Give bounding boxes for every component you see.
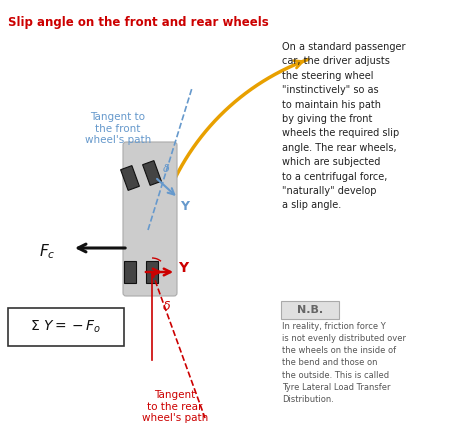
Text: $\Sigma\ Y = -F_o$: $\Sigma\ Y = -F_o$ xyxy=(30,319,101,335)
Text: Tangent to
the front
wheel's path: Tangent to the front wheel's path xyxy=(85,112,151,145)
Polygon shape xyxy=(146,261,158,283)
FancyBboxPatch shape xyxy=(281,301,339,319)
Text: N.B.: N.B. xyxy=(297,305,323,315)
Polygon shape xyxy=(120,166,139,190)
Text: $F_c$: $F_c$ xyxy=(38,243,55,261)
Polygon shape xyxy=(124,261,136,283)
Text: Slip angle on the front and rear wheels: Slip angle on the front and rear wheels xyxy=(8,16,269,29)
Text: $\delta$: $\delta$ xyxy=(162,162,170,174)
Text: $\delta$: $\delta$ xyxy=(162,300,171,313)
FancyBboxPatch shape xyxy=(8,308,124,346)
Polygon shape xyxy=(143,161,162,185)
Text: Tangent
to the rear
wheel's path: Tangent to the rear wheel's path xyxy=(142,390,208,423)
Text: Y: Y xyxy=(180,200,189,213)
Text: In reality, friction force Y
is not evenly distributed over
the wheels on the in: In reality, friction force Y is not even… xyxy=(282,322,406,404)
Text: On a standard passenger
car, the driver adjusts
the steering wheel
"instinctivel: On a standard passenger car, the driver … xyxy=(282,42,405,210)
FancyBboxPatch shape xyxy=(123,142,177,296)
Text: Y: Y xyxy=(178,261,188,275)
